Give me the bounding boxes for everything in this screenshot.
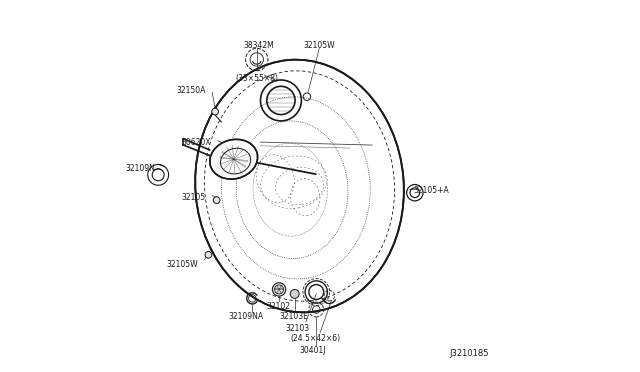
Ellipse shape (195, 60, 404, 312)
Text: 32109N: 32109N (125, 164, 156, 173)
Circle shape (291, 289, 299, 298)
Text: 32105W: 32105W (166, 260, 198, 269)
Text: 32105W: 32105W (303, 41, 335, 50)
Circle shape (225, 151, 242, 167)
Text: 32150A: 32150A (177, 86, 206, 94)
Text: (24.5×42×6): (24.5×42×6) (291, 334, 340, 343)
Text: (33×55×8): (33×55×8) (236, 74, 278, 83)
Text: 32103: 32103 (285, 324, 310, 333)
Text: 38342M: 38342M (243, 41, 274, 50)
Text: 32109NA: 32109NA (228, 312, 264, 321)
Ellipse shape (210, 140, 257, 179)
Circle shape (212, 108, 218, 115)
Circle shape (213, 197, 220, 203)
Text: 30401J: 30401J (300, 346, 326, 355)
Circle shape (273, 283, 286, 296)
Text: 32105: 32105 (182, 193, 206, 202)
Text: 32103E: 32103E (280, 312, 308, 321)
Text: 32105+A: 32105+A (413, 186, 449, 195)
Text: 30620X: 30620X (182, 138, 211, 147)
Text: 32102: 32102 (266, 302, 291, 311)
Text: J3210185: J3210185 (450, 349, 489, 358)
Circle shape (205, 251, 212, 258)
